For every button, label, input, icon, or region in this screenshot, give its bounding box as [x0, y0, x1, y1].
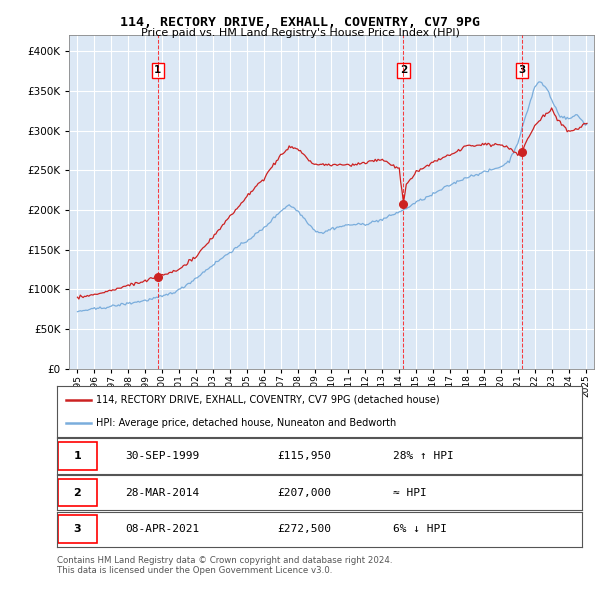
Text: Price paid vs. HM Land Registry's House Price Index (HPI): Price paid vs. HM Land Registry's House … — [140, 28, 460, 38]
Text: 114, RECTORY DRIVE, EXHALL, COVENTRY, CV7 9PG (detached house): 114, RECTORY DRIVE, EXHALL, COVENTRY, CV… — [97, 395, 440, 405]
Text: 1: 1 — [74, 451, 82, 461]
FancyBboxPatch shape — [58, 442, 97, 470]
Text: ≈ HPI: ≈ HPI — [393, 488, 427, 497]
Text: 3: 3 — [74, 525, 81, 534]
Text: Contains HM Land Registry data © Crown copyright and database right 2024.: Contains HM Land Registry data © Crown c… — [57, 556, 392, 565]
Text: 28-MAR-2014: 28-MAR-2014 — [125, 488, 199, 497]
Text: 2: 2 — [400, 65, 407, 76]
Text: 1: 1 — [154, 65, 161, 76]
Text: 28% ↑ HPI: 28% ↑ HPI — [393, 451, 454, 461]
Text: HPI: Average price, detached house, Nuneaton and Bedworth: HPI: Average price, detached house, Nune… — [97, 418, 397, 428]
Text: £272,500: £272,500 — [277, 525, 331, 534]
FancyBboxPatch shape — [58, 516, 97, 543]
Text: 2: 2 — [74, 488, 82, 497]
Text: £207,000: £207,000 — [277, 488, 331, 497]
Text: This data is licensed under the Open Government Licence v3.0.: This data is licensed under the Open Gov… — [57, 566, 332, 575]
Text: 6% ↓ HPI: 6% ↓ HPI — [393, 525, 447, 534]
Text: £115,950: £115,950 — [277, 451, 331, 461]
Text: 08-APR-2021: 08-APR-2021 — [125, 525, 199, 534]
Text: 3: 3 — [518, 65, 526, 76]
FancyBboxPatch shape — [58, 479, 97, 506]
Text: 114, RECTORY DRIVE, EXHALL, COVENTRY, CV7 9PG: 114, RECTORY DRIVE, EXHALL, COVENTRY, CV… — [120, 16, 480, 29]
Text: 30-SEP-1999: 30-SEP-1999 — [125, 451, 199, 461]
